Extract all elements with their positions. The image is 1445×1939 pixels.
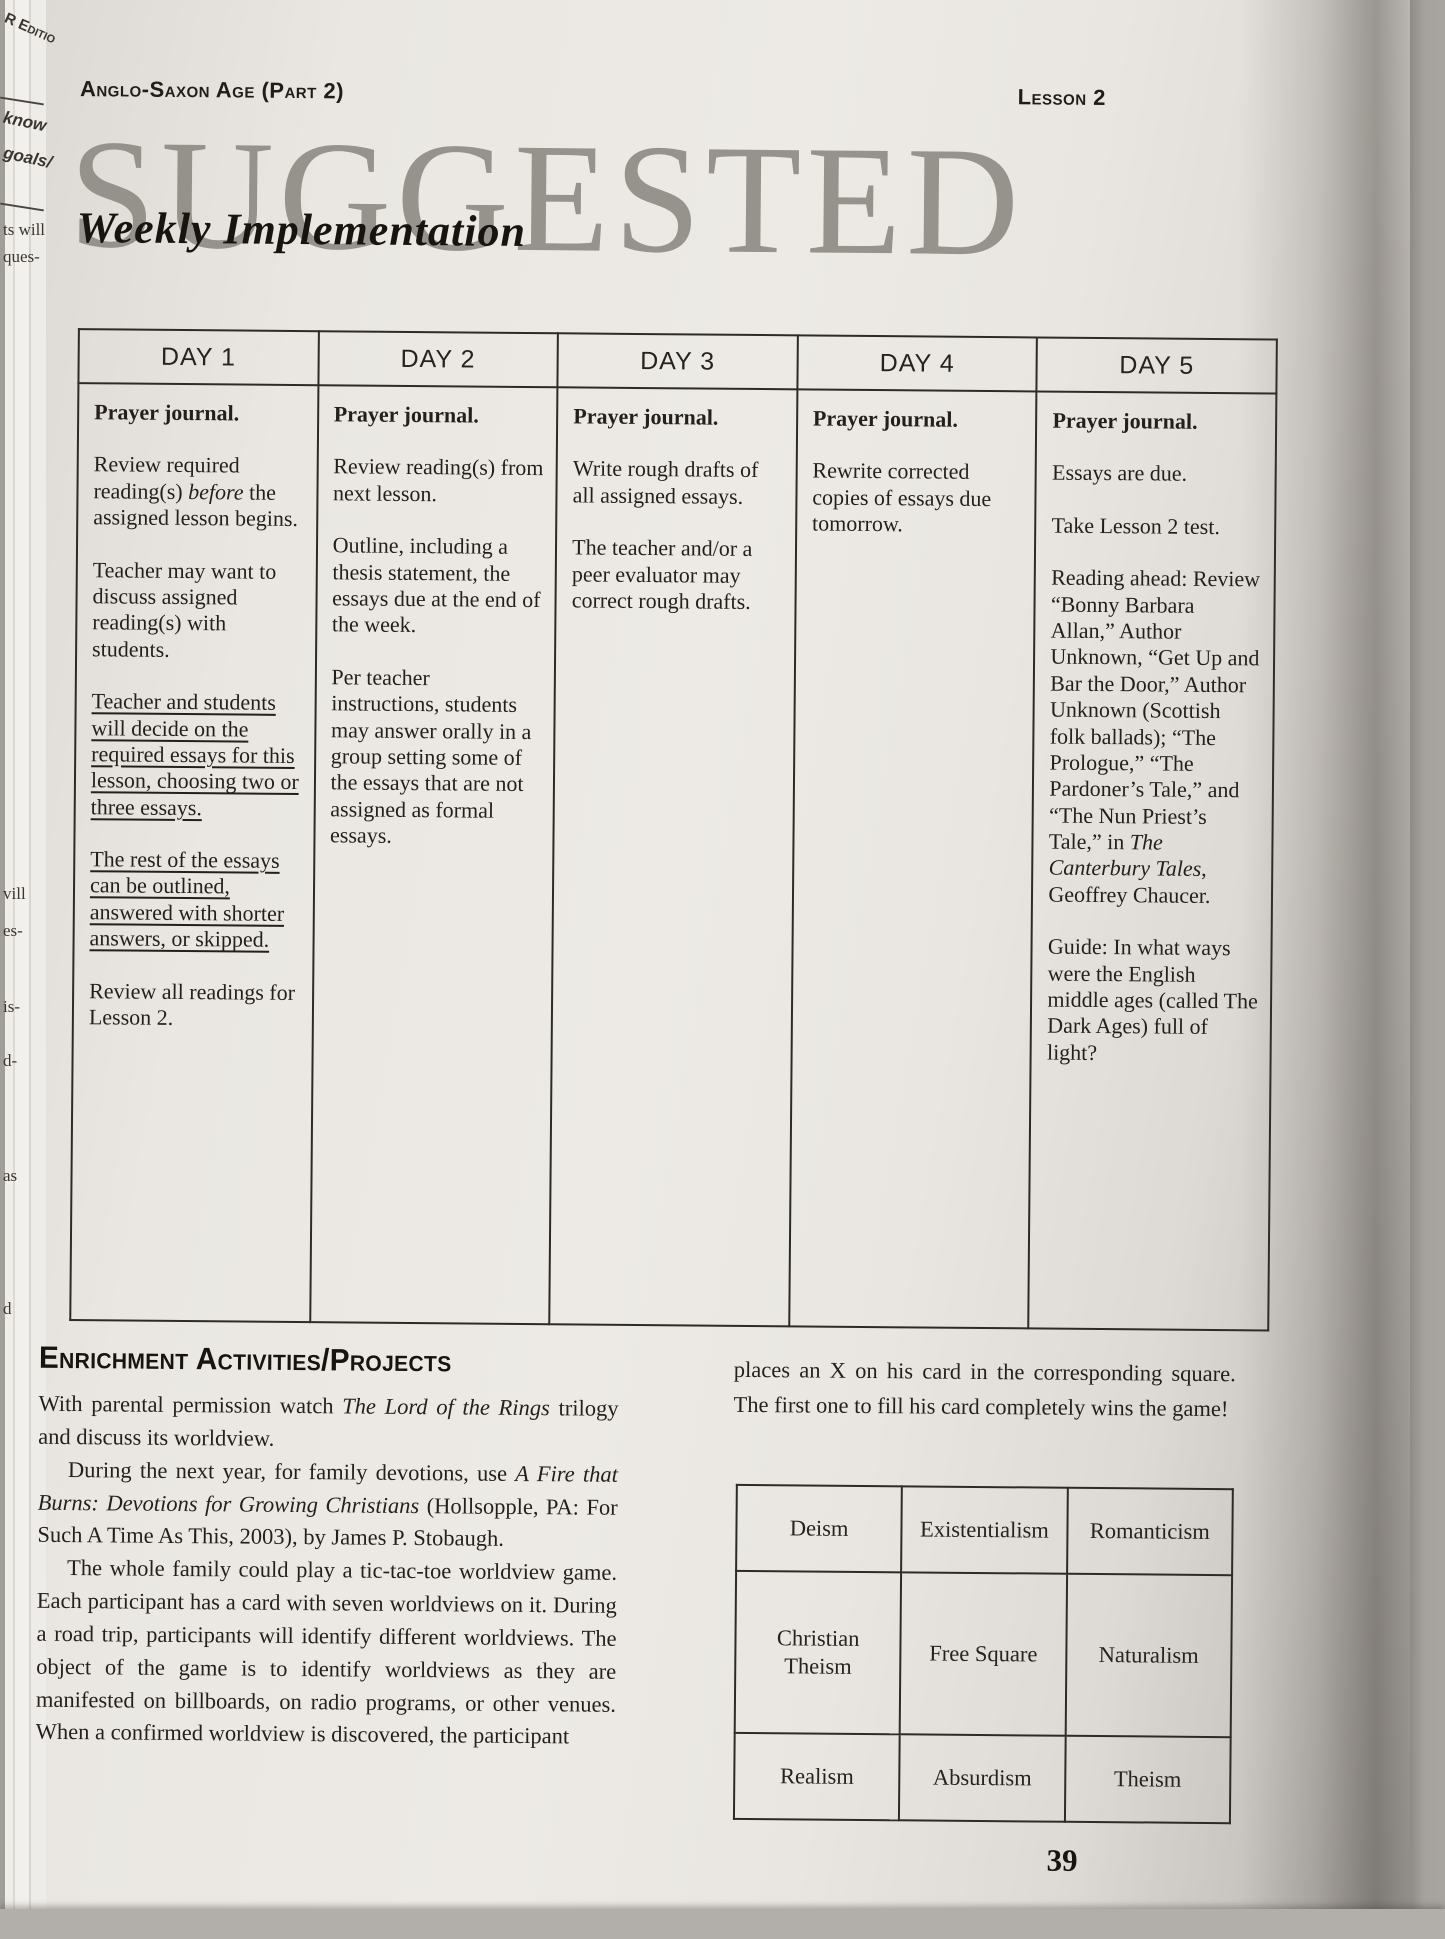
enrichment-section: Enrichment Activities/Projects With pare… bbox=[36, 1340, 620, 1754]
worldview-cell: Christian Theism bbox=[734, 1571, 902, 1735]
edge-text-fragment: is- bbox=[3, 997, 20, 1016]
edge-text-fragment: vill bbox=[3, 884, 26, 903]
schedule-paragraph: Write rough drafts of all assigned essay… bbox=[572, 455, 759, 509]
book-page bbox=[46, 0, 1445, 1910]
worldview-grid-row: Deism Existentialism Romanticism bbox=[736, 1484, 1233, 1576]
edge-text-fragment: es- bbox=[3, 921, 23, 940]
enrichment-paragraph: The whole family could play a tic-tac-to… bbox=[35, 1555, 618, 1749]
schedule-day-5-cell: Prayer journal. Essays are due. Take Lesso… bbox=[1028, 391, 1277, 1331]
desk-surface bbox=[0, 1909, 1445, 1939]
worldview-grid-row: Christian Theism Free Square Naturalism bbox=[734, 1571, 1233, 1737]
schedule-paragraph: Teacher may want to discuss assigned rea… bbox=[92, 556, 277, 662]
day-2-header: DAY 2 bbox=[318, 331, 559, 388]
worldview-cell: Deism bbox=[736, 1484, 903, 1573]
enrichment-paragraph: During the next year, for family devotio… bbox=[37, 1456, 619, 1552]
schedule-day-1-cell: Prayer journal. Review required reading(s… bbox=[70, 383, 319, 1323]
page-title-word-1: Weekly bbox=[76, 203, 212, 254]
schedule-body-row: Prayer journal. Review required reading(s… bbox=[70, 383, 1277, 1331]
schedule-paragraph: Prayer journal. bbox=[333, 401, 479, 428]
page-title: Weekly Implementation bbox=[76, 203, 527, 256]
enrichment-continuation-paragraph: places an X on his card in the correspon… bbox=[733, 1356, 1236, 1422]
schedule-paragraph: Outline, including a thesis statement, t… bbox=[331, 532, 541, 638]
enrichment-continuation-column: places an X on his card in the correspon… bbox=[733, 1352, 1236, 1427]
worldview-cell: Realism bbox=[733, 1732, 901, 1821]
worldview-cell: Theism bbox=[1064, 1735, 1231, 1824]
schedule-paragraph: The rest of the essays can be outlined, … bbox=[89, 846, 285, 953]
day-4-header: DAY 4 bbox=[797, 335, 1038, 392]
schedule-paragraph: Prayer journal. bbox=[573, 403, 719, 430]
schedule-paragraph: Review all readings for Lesson 2. bbox=[88, 977, 296, 1030]
day-3-header: DAY 3 bbox=[557, 333, 798, 390]
worldview-cell: Existentialism bbox=[901, 1486, 1068, 1574]
schedule-day-2-cell: Prayer journal. Review reading(s) from ne… bbox=[309, 385, 558, 1325]
edge-text-fragment: d bbox=[3, 1299, 12, 1318]
suggested-watermark: SUGGESTED bbox=[68, 106, 1025, 289]
lesson-label: Lesson 2 bbox=[1017, 84, 1107, 111]
schedule-paragraph: Rewrite corrected copies of essays due t… bbox=[811, 457, 992, 537]
schedule-paragraph: The teacher and/or a peer evaluator may … bbox=[571, 534, 753, 614]
schedule-paragraph: Review reading(s) from next lesson. bbox=[332, 453, 544, 506]
worldview-cell: Free Square bbox=[900, 1572, 1067, 1736]
page-title-word-2: Implementation bbox=[223, 204, 527, 256]
day-1-header: DAY 1 bbox=[78, 329, 319, 386]
worldview-grid-row: Realism Absurdism Theism bbox=[733, 1732, 1231, 1824]
previous-page-edge: R Editio know goals/ts will ques-vill es-is-… bbox=[0, 0, 58, 1912]
edge-text-fragment: as bbox=[3, 1166, 18, 1185]
edge-text-fragment: d- bbox=[3, 1051, 18, 1070]
edge-text-fragment: ques- bbox=[3, 247, 40, 266]
schedule-paragraph: Prayer journal. bbox=[94, 399, 240, 426]
schedule-paragraph: Take Lesson 2 test. bbox=[1051, 512, 1221, 539]
schedule-paragraph: Per teacher instructions, students may a… bbox=[329, 664, 532, 848]
chapter-title: Anglo-Saxon Age (Part 2) bbox=[79, 76, 345, 104]
schedule-paragraph: Prayer journal. bbox=[812, 405, 959, 432]
schedule-paragraph: Prayer journal. bbox=[1052, 407, 1198, 434]
schedule-paragraph: Review required reading(s) before the as… bbox=[93, 451, 299, 532]
enrichment-heading: Enrichment Activities/Projects bbox=[38, 1339, 452, 1379]
worldview-cell: Naturalism bbox=[1065, 1573, 1233, 1737]
running-head: Anglo-Saxon Age (Part 2) Lesson 2 bbox=[80, 76, 1106, 111]
schedule-day-4-cell: Prayer journal. Rewrite corrected copies … bbox=[789, 389, 1037, 1329]
schedule-paragraph: Reading ahead: Review “Bonny Barbara All… bbox=[1048, 564, 1261, 908]
edge-text-fragment: ts will bbox=[3, 220, 46, 239]
weekly-schedule-table: DAY 1 DAY 2 DAY 3 DAY 4 DAY 5 Prayer jou… bbox=[69, 328, 1278, 1331]
schedule-paragraph: Essays are due. bbox=[1051, 459, 1188, 487]
schedule-paragraph: Guide: In what ways were the English mid… bbox=[1046, 933, 1258, 1065]
day-5-header: DAY 5 bbox=[1036, 337, 1277, 394]
page-number: 39 bbox=[1046, 1842, 1078, 1878]
schedule-paragraph: Teacher and students will decide on the … bbox=[90, 688, 299, 820]
worldview-cell: Romanticism bbox=[1066, 1487, 1233, 1576]
enrichment-paragraphs: With parental permission watch The Lord … bbox=[36, 1388, 619, 1754]
worldview-cell: Absurdism bbox=[899, 1734, 1066, 1822]
worldview-tic-tac-toe-grid: Deism Existentialism Romanticism Christian … bbox=[733, 1484, 1234, 1824]
schedule-day-3-cell: Prayer journal. Write rough drafts of all… bbox=[549, 387, 798, 1327]
enrichment-paragraph: With parental permission watch The Lord … bbox=[38, 1390, 619, 1451]
